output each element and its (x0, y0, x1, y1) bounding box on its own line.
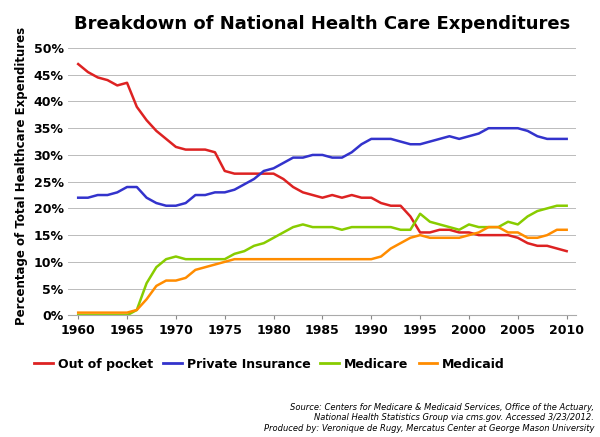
Private Insurance (563, 136, 570, 142)
Out of pocket (553, 246, 560, 251)
Line: Private Insurance: Private Insurance (78, 128, 566, 206)
Private Insurance (163, 203, 170, 208)
Medicaid (231, 257, 238, 262)
Medicare (544, 206, 551, 211)
Private Insurance (553, 136, 560, 142)
Private Insurance (241, 182, 248, 187)
Private Insurance (407, 142, 414, 147)
Medicaid (221, 259, 229, 264)
Out of pocket (182, 147, 189, 152)
Medicare (221, 257, 229, 262)
Medicare (231, 251, 238, 257)
Out of pocket (221, 168, 229, 173)
Private Insurance (485, 125, 492, 131)
Title: Breakdown of National Health Care Expenditures: Breakdown of National Health Care Expend… (74, 15, 571, 33)
Private Insurance (436, 136, 443, 142)
Medicaid (553, 227, 560, 232)
Medicare (182, 257, 189, 262)
Medicaid (74, 310, 82, 315)
Medicare (397, 227, 404, 232)
Private Insurance (231, 187, 238, 192)
Medicare (74, 313, 82, 318)
Private Insurance (74, 195, 82, 200)
Medicaid (426, 235, 433, 240)
Private Insurance (192, 192, 199, 198)
Medicare (426, 219, 433, 224)
Medicare (563, 203, 570, 208)
Line: Medicaid: Medicaid (78, 227, 566, 312)
Medicaid (563, 227, 570, 232)
Out of pocket (231, 171, 238, 176)
Legend: Out of pocket, Private Insurance, Medicare, Medicaid: Out of pocket, Private Insurance, Medica… (34, 358, 505, 371)
Out of pocket (74, 62, 82, 67)
Out of pocket (397, 203, 404, 208)
Text: Source: Centers for Medicare & Medicaid Services, Office of the Actuary,
Nationa: Source: Centers for Medicare & Medicaid … (263, 403, 594, 433)
Out of pocket (563, 249, 570, 254)
Y-axis label: Percentage of Total Healthcare Expenditures: Percentage of Total Healthcare Expenditu… (15, 27, 28, 326)
Medicare (553, 203, 560, 208)
Medicaid (182, 275, 189, 281)
Out of pocket (426, 230, 433, 235)
Medicaid (485, 225, 492, 230)
Line: Out of pocket: Out of pocket (78, 64, 566, 251)
Medicaid (397, 240, 404, 246)
Line: Medicare: Medicare (78, 206, 566, 316)
